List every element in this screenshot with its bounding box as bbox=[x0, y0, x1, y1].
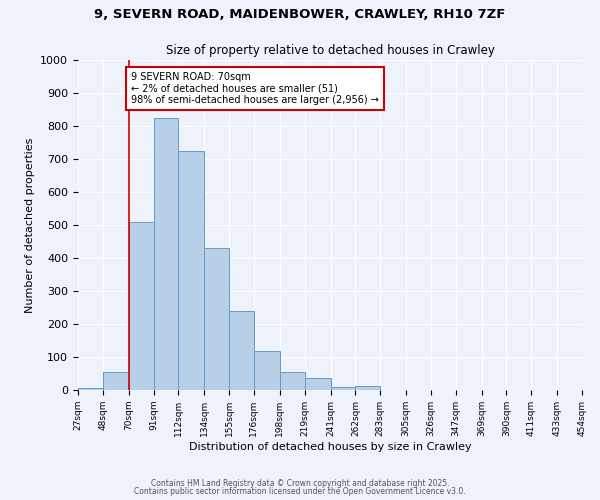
Bar bbox=[178, 151, 204, 390]
Bar bbox=[331, 386, 355, 390]
Text: 9, SEVERN ROAD, MAIDENBOWER, CRAWLEY, RH10 7ZF: 9, SEVERN ROAD, MAIDENBOWER, CRAWLEY, RH… bbox=[94, 8, 506, 20]
Text: Contains HM Land Registry data © Crown copyright and database right 2025.: Contains HM Land Registry data © Crown c… bbox=[151, 478, 449, 488]
Bar bbox=[280, 372, 305, 390]
Bar bbox=[229, 312, 254, 390]
Bar bbox=[355, 386, 380, 390]
Bar bbox=[254, 351, 280, 390]
Text: Contains public sector information licensed under the Open Government Licence v3: Contains public sector information licen… bbox=[134, 488, 466, 496]
Y-axis label: Number of detached properties: Number of detached properties bbox=[25, 138, 35, 312]
Bar bbox=[154, 118, 178, 390]
Bar bbox=[129, 222, 154, 390]
X-axis label: Distribution of detached houses by size in Crawley: Distribution of detached houses by size … bbox=[188, 442, 472, 452]
Title: Size of property relative to detached houses in Crawley: Size of property relative to detached ho… bbox=[166, 44, 494, 58]
Bar bbox=[78, 388, 103, 390]
Bar bbox=[204, 248, 229, 390]
Text: 9 SEVERN ROAD: 70sqm
← 2% of detached houses are smaller (51)
98% of semi-detach: 9 SEVERN ROAD: 70sqm ← 2% of detached ho… bbox=[131, 72, 379, 105]
Bar bbox=[305, 378, 331, 390]
Bar bbox=[103, 372, 129, 390]
